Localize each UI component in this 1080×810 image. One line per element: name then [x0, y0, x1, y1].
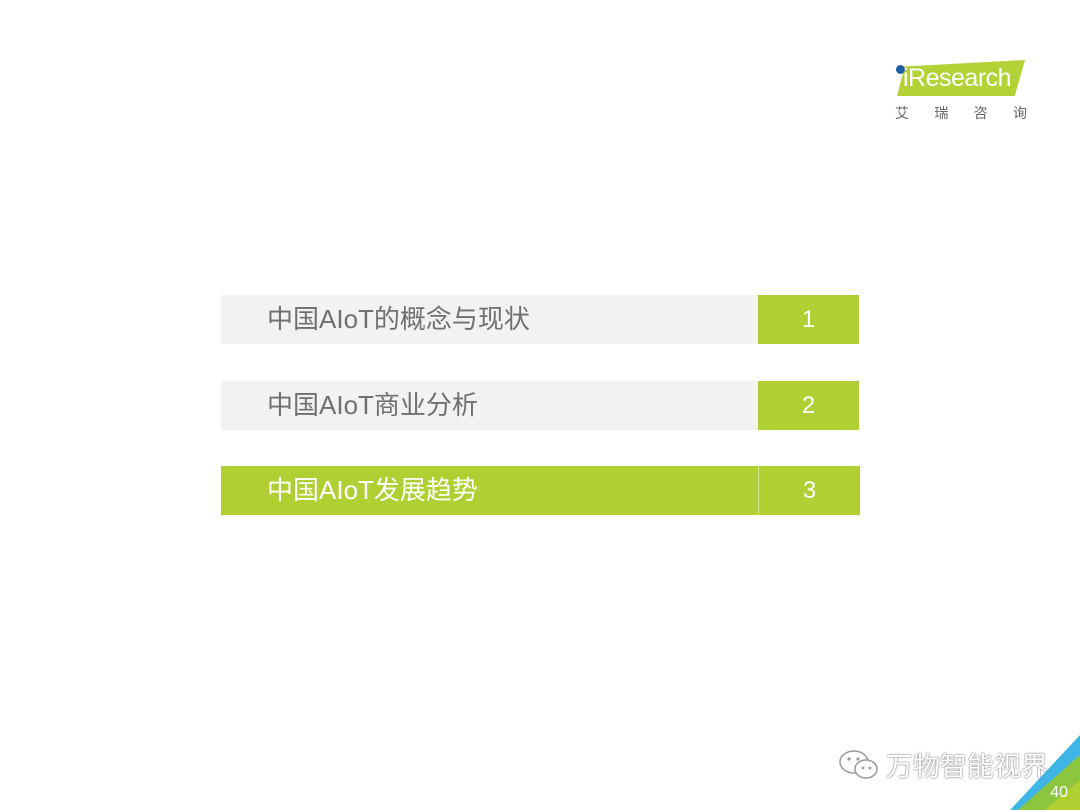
agenda-item-1[interactable]: 中国AIoT的概念与现状 1: [221, 295, 859, 344]
agenda-label: 中国AIoT发展趋势: [221, 466, 758, 515]
logo-char: 咨: [973, 105, 988, 121]
logo-char: 询: [1012, 105, 1027, 121]
agenda-number: 1: [758, 295, 859, 344]
watermark-text: 万物智能视界: [886, 752, 1048, 782]
agenda-number: 2: [758, 381, 859, 430]
agenda-label: 中国AIoT的概念与现状: [221, 295, 758, 344]
agenda-number: 3: [758, 466, 860, 515]
corner-decoration: [1010, 735, 1080, 810]
logo-chinese: 艾 瑞 咨 询: [895, 103, 1027, 123]
logo-band: [897, 60, 1025, 96]
logo-char: 瑞: [934, 105, 949, 121]
logo-dot: [896, 65, 905, 74]
logo-brand: iResearch: [903, 64, 1012, 92]
agenda-label: 中国AIoT商业分析: [221, 381, 758, 430]
agenda-item-2[interactable]: 中国AIoT商业分析 2: [221, 381, 859, 430]
page-number: 40: [1050, 784, 1068, 801]
watermark: 万物智能视界: [838, 745, 1048, 784]
iresearch-logo: iResearch 艾 瑞 咨 询: [893, 58, 1028, 128]
wechat-icon: [839, 749, 878, 779]
logo-char: 艾: [895, 105, 909, 121]
agenda-item-3[interactable]: 中国AIoT发展趋势 3: [221, 466, 860, 515]
